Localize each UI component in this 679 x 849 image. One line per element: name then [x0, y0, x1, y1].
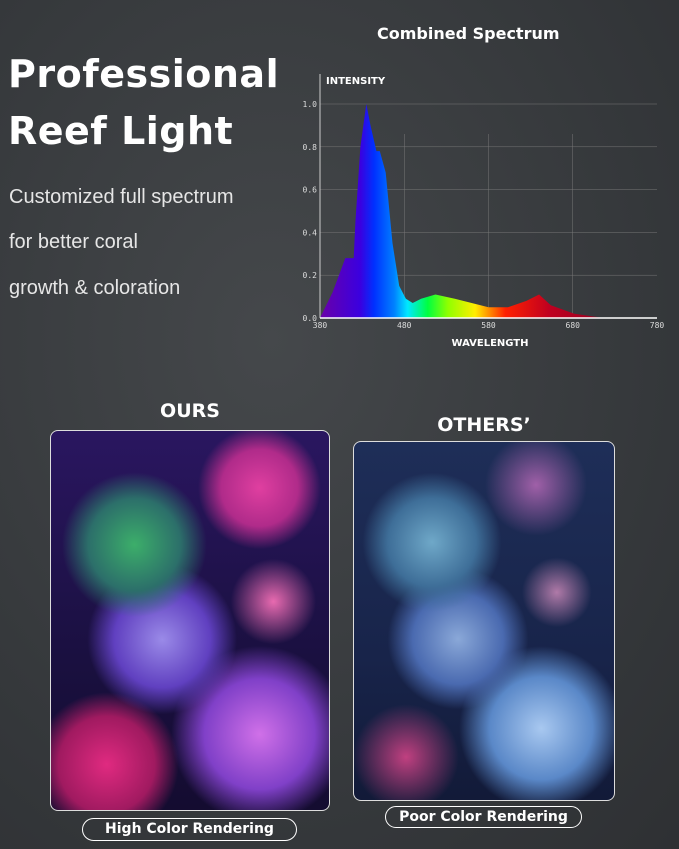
subtitle-line: for better coral [9, 231, 138, 253]
y-tick-label: 0.2 [303, 271, 318, 280]
x-tick-label: 380 [313, 321, 328, 330]
y-tick-label: 0.6 [303, 186, 318, 195]
x-tick-label: 780 [650, 321, 665, 330]
headline: Professional Reef Light [8, 46, 279, 160]
subtitle-line: Customized full spectrum [9, 186, 234, 208]
ours-label: High Color Rendering [82, 818, 297, 841]
x-tick-label: 580 [481, 321, 496, 330]
y-tick-label: 1.0 [303, 100, 318, 109]
chart-title: Combined Spectrum [377, 24, 560, 43]
y-axis-label: INTENSITY [326, 76, 386, 87]
subtitle-line: growth & coloration [9, 277, 181, 299]
others-label: Poor Color Rendering [385, 806, 582, 828]
x-tick-label: 680 [566, 321, 581, 330]
ours-heading: OURS [160, 400, 220, 422]
headline-line2: Reef Light [8, 109, 234, 153]
headline-line1: Professional [8, 52, 280, 96]
others-coral-photo [353, 441, 615, 801]
spectrum-chart: 0.0 0.2 0.4 0.6 0.8 1.0 380 480 580 680 780 INTENS… [303, 74, 665, 349]
ours-coral-photo [50, 430, 330, 811]
y-tick-label: 0.0 [303, 314, 318, 323]
x-axis-label: WAVELENGTH [451, 338, 528, 349]
spectrum-area [320, 104, 657, 318]
y-tick-label: 0.8 [303, 143, 318, 152]
x-tick-label: 480 [397, 321, 412, 330]
y-tick-label: 0.4 [303, 228, 318, 237]
others-heading: OTHERS’ [437, 414, 531, 436]
